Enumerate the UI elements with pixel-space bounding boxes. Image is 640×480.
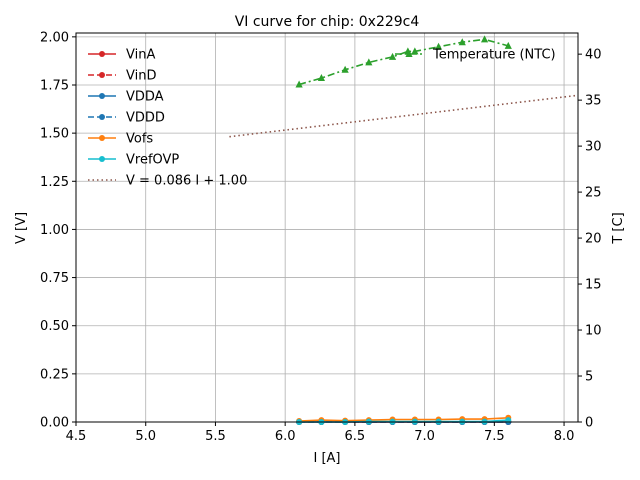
t-data-point bbox=[504, 41, 512, 49]
v-series-6 bbox=[229, 94, 579, 138]
legend-label: Vofs bbox=[126, 132, 153, 147]
legend-label: Temperature (NTC) bbox=[432, 48, 556, 63]
legend-label: VrefOVP bbox=[126, 153, 179, 168]
legend-entry: Temperature (NTC) bbox=[395, 48, 556, 63]
legend-right: Temperature (NTC) bbox=[395, 48, 556, 63]
axis-ticks: 4.5 5.0 5.5 6.0 6.5 7.0 7.5 8.0 0.00 0.25 0.50 0.75… bbox=[40, 30, 602, 444]
legend-label: VDDD bbox=[126, 111, 165, 126]
plot-frame bbox=[75, 32, 579, 423]
x-tick-label: 7.5 bbox=[484, 429, 505, 444]
legend-label: VinD bbox=[126, 69, 156, 84]
t-data-point bbox=[434, 42, 443, 50]
y-tick-label: 1.75 bbox=[40, 78, 69, 93]
x-tick-label: 5.5 bbox=[205, 429, 226, 444]
legend-entry: VDDA bbox=[88, 90, 164, 105]
legend-label: V = 0.086 I + 1.00 bbox=[126, 174, 247, 189]
x-axis-label: I [A] bbox=[313, 451, 340, 466]
v-series-line bbox=[229, 94, 579, 138]
x-tick-label: 7.0 bbox=[414, 429, 435, 444]
t-series-line bbox=[298, 38, 509, 86]
y2-axis-label: T [C] bbox=[611, 212, 626, 244]
t-data-point bbox=[388, 52, 397, 60]
legend-marker bbox=[99, 72, 105, 78]
legend-entry: VrefOVP bbox=[88, 153, 179, 168]
legend-marker bbox=[99, 51, 105, 57]
legend-left: VinA VinD VDDA VDDD Vofs VrefOVP V = 0.086 I +… bbox=[88, 48, 247, 189]
y-axis-label: V [V] bbox=[14, 212, 29, 244]
t-series-0 bbox=[295, 35, 512, 88]
legend-entry: V = 0.086 I + 1.00 bbox=[88, 174, 247, 189]
y2-tick-label: 25 bbox=[585, 186, 602, 201]
x-tick-label: 4.5 bbox=[66, 429, 87, 444]
grid-lines bbox=[75, 33, 578, 423]
y2-tick-label: 10 bbox=[585, 324, 602, 339]
y2-tick-label: 15 bbox=[585, 278, 602, 293]
legend-marker bbox=[99, 135, 105, 141]
legend-marker bbox=[99, 93, 105, 99]
legend-entry: VDDD bbox=[88, 111, 165, 126]
y-tick-label: 0.75 bbox=[40, 271, 69, 286]
legend-entry: VinD bbox=[88, 69, 156, 84]
legend-marker bbox=[405, 50, 413, 57]
y2-tick-label: 0 bbox=[585, 416, 593, 431]
legend-entry: Vofs bbox=[88, 132, 153, 147]
legend-entry: VinA bbox=[88, 48, 155, 63]
x-tick-label: 6.0 bbox=[275, 429, 296, 444]
y2-tick-label: 35 bbox=[585, 94, 602, 109]
chart-title: VI curve for chip: 0x229c4 bbox=[235, 14, 420, 30]
t-data-point bbox=[341, 65, 349, 73]
x-tick-label: 8.0 bbox=[554, 429, 575, 444]
y-tick-label: 1.00 bbox=[40, 223, 69, 238]
y-tick-label: 0.00 bbox=[40, 416, 69, 431]
y2-tick-label: 40 bbox=[585, 48, 602, 63]
y-tick-label: 2.00 bbox=[40, 30, 69, 45]
y2-tick-label: 30 bbox=[585, 140, 602, 155]
legend-label: VDDA bbox=[126, 90, 164, 105]
v-series-line bbox=[299, 417, 509, 422]
t-data-point bbox=[365, 58, 373, 66]
y2-tick-label: 20 bbox=[585, 232, 602, 247]
x-tick-label: 5.0 bbox=[135, 429, 156, 444]
x-tick-label: 6.5 bbox=[345, 429, 366, 444]
y-tick-label: 1.50 bbox=[40, 127, 69, 142]
legend-label: VinA bbox=[126, 48, 155, 63]
y-tick-label: 1.25 bbox=[40, 175, 69, 190]
y-tick-label: 0.25 bbox=[40, 367, 69, 382]
series-layer bbox=[229, 35, 579, 425]
t-data-point bbox=[295, 80, 303, 88]
t-data-point bbox=[317, 74, 326, 82]
t-data-point bbox=[480, 35, 489, 43]
legend-marker bbox=[99, 114, 105, 120]
t-data-point bbox=[458, 38, 466, 46]
t-data-point bbox=[411, 47, 419, 55]
y2-tick-label: 5 bbox=[585, 370, 593, 385]
y-tick-label: 0.50 bbox=[40, 319, 69, 334]
legend-marker bbox=[99, 156, 105, 162]
